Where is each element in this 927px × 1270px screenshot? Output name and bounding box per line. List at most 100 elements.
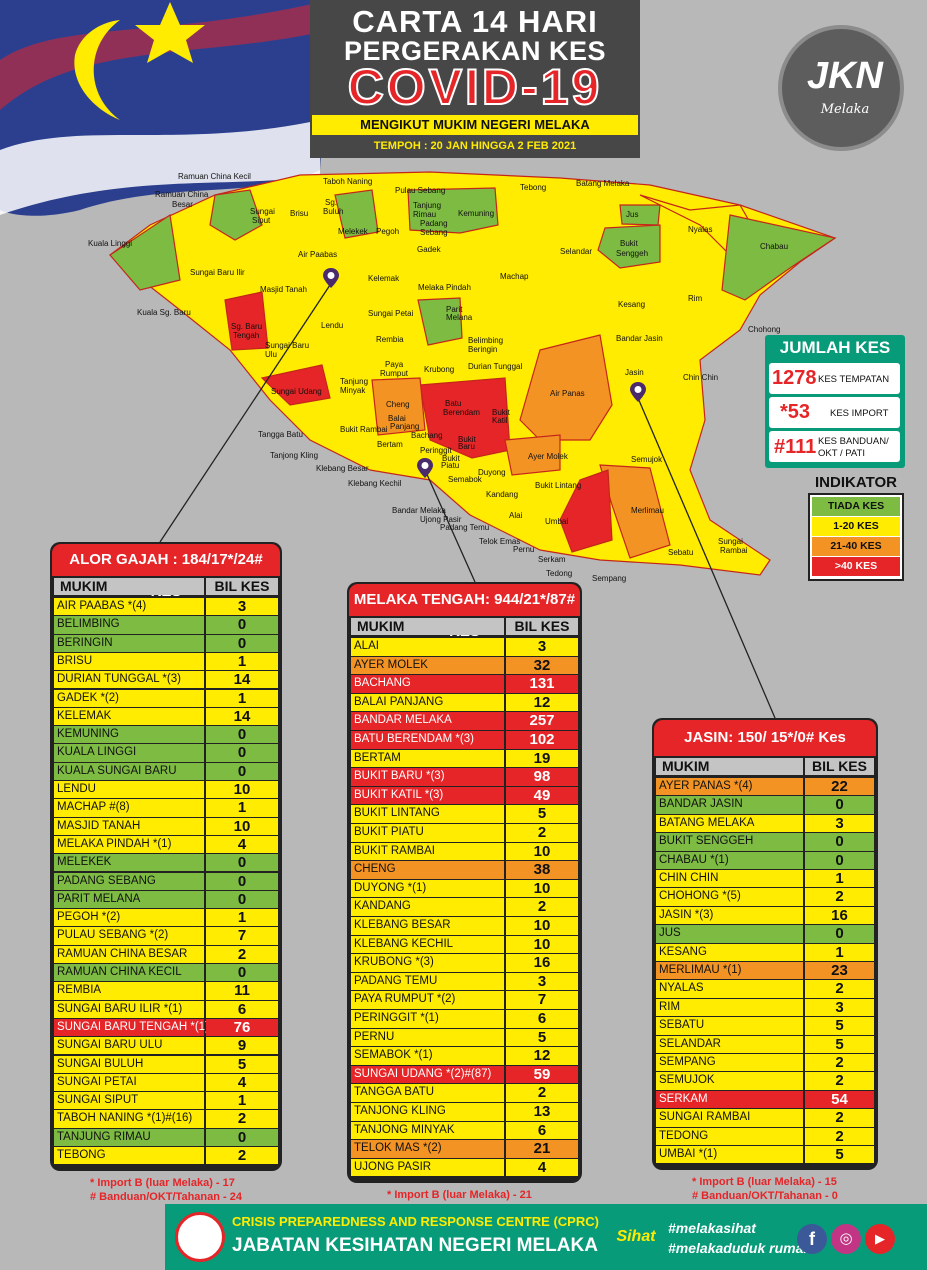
table-row-value-bg — [506, 879, 578, 898]
table-row-value-bg — [206, 616, 278, 634]
row-value: 49 — [533, 786, 551, 804]
table-row-value-bg — [206, 689, 278, 707]
table-row-name — [54, 835, 204, 854]
row-name: AYER PANAS *(4) — [659, 780, 753, 792]
row-value: 0 — [237, 634, 247, 652]
table-row-name — [54, 744, 204, 762]
map-label: Klebang Besar — [316, 464, 369, 473]
table-row-name — [656, 998, 803, 1017]
row-name: KESANG — [659, 945, 707, 958]
table-row-value-bg — [805, 998, 874, 1017]
table-row-value-bg — [506, 675, 578, 693]
instagram-icon[interactable]: ◎ — [831, 1224, 861, 1254]
row-value: 2 — [237, 1147, 247, 1164]
row-name: BANDAR MELAKA — [354, 714, 452, 727]
table-row-value-bg — [805, 1017, 874, 1035]
map-label: Panjang — [390, 422, 420, 431]
table-row-value-bg — [805, 778, 874, 796]
table-row-value-bg — [206, 872, 278, 890]
row-name: SUNGAI UDANG *(2)#(87) — [354, 1067, 492, 1080]
table-row-name — [54, 689, 204, 707]
row-name: BALAI PANJANG — [354, 695, 444, 708]
row-name: SUNGAI BARU ILIR *(1) — [57, 1002, 183, 1015]
youtube-icon[interactable]: ▶ — [865, 1224, 895, 1254]
map-label: Durian Tunggal — [468, 362, 523, 371]
row-name: BRISU — [57, 654, 93, 667]
crescent-icon — [74, 20, 120, 120]
table-row-name — [54, 1000, 204, 1018]
map-label: Siput — [252, 216, 271, 225]
table-row-value-bg — [805, 925, 874, 943]
table-row-value-bg — [506, 712, 578, 730]
row-value: 0 — [835, 851, 844, 869]
row-value: 6 — [537, 1010, 547, 1027]
table-row-name — [54, 1147, 204, 1165]
row-value: 21 — [533, 1140, 551, 1158]
row-value: 102 — [529, 731, 555, 748]
indicator-level: >40 KES — [812, 557, 900, 576]
map-label: Ramuan China — [155, 190, 209, 199]
table-row-value-bg — [805, 1109, 874, 1127]
table-row-value-bg — [206, 634, 278, 652]
map-label: Ramuan China Kecil — [178, 172, 251, 181]
row-name: CHOHONG *(5) — [659, 890, 741, 903]
table-row-value-bg — [805, 1054, 874, 1072]
facebook-icon[interactable]: f — [797, 1224, 827, 1254]
table-row-value-bg — [206, 909, 278, 927]
jkn-melaka-text: JABATAN KESIHATAN NEGERI MELAKA — [232, 1235, 598, 1256]
col-bil-header: BIL KES — [805, 758, 874, 775]
table-row-name — [656, 1109, 803, 1127]
row-value: 1 — [835, 943, 844, 961]
row-value: 9 — [237, 1037, 247, 1055]
table-row-value-bg — [506, 842, 578, 861]
table-row-name — [656, 980, 803, 998]
map-label: Chohong — [748, 325, 781, 334]
table-row-value-bg — [206, 598, 278, 616]
row-name: DUYONG *(1) — [354, 881, 427, 894]
table-row-value-bg — [506, 991, 578, 1009]
map-label: Belimbing — [468, 336, 504, 345]
table-row-name — [54, 1055, 204, 1073]
table-row-value-bg — [506, 638, 578, 656]
jkn-logo-text: JKN — [806, 55, 884, 97]
map-label: Kesang — [618, 300, 646, 309]
row-name: ALAI — [354, 640, 379, 652]
indicator-title: INDIKATOR — [815, 474, 897, 491]
row-name: AIR PAABAS *(4) — [57, 600, 147, 612]
table-row-name — [351, 991, 504, 1009]
map-label: Bandar Jasin — [616, 334, 663, 343]
table-row-value-bg — [506, 1010, 578, 1028]
flag-red-stripe — [0, 0, 330, 110]
table-row-name — [656, 925, 803, 943]
row-name: PARIT MELANA — [57, 892, 141, 905]
map-label: Sg. — [325, 198, 338, 207]
map-label: Chabau — [760, 242, 789, 251]
table-row-value-bg — [805, 943, 874, 961]
table-row-value-bg — [206, 835, 278, 854]
row-name: SUNGAI PETAI — [57, 1075, 137, 1088]
row-value: 2 — [835, 1072, 844, 1090]
table-row-value-bg — [206, 652, 278, 671]
row-value: 10 — [533, 842, 551, 860]
row-value: 16 — [533, 954, 551, 972]
table-row-value-bg — [506, 824, 578, 842]
map-label: Taboh Naning — [323, 177, 373, 186]
table-row-value-bg — [206, 982, 278, 1000]
row-value: 23 — [831, 962, 848, 979]
row-value: 14 — [233, 671, 251, 689]
table-row-name — [656, 1090, 803, 1109]
table-row-name — [351, 842, 504, 861]
map-label: Peringgit — [420, 446, 452, 455]
row-name: TANJUNG RIMAU — [57, 1130, 151, 1143]
table-row-value-bg — [206, 1073, 278, 1092]
table-row-name — [54, 982, 204, 1000]
row-value: 2 — [835, 888, 844, 906]
map-label: Melekek — [338, 227, 368, 236]
row-name: BANDAR JASIN — [659, 798, 743, 811]
row-value: 3 — [237, 598, 247, 615]
table-row-value-bg — [206, 1055, 278, 1073]
table-row-name — [656, 888, 803, 906]
table-row-name — [54, 909, 204, 927]
table-row-name — [656, 906, 803, 925]
